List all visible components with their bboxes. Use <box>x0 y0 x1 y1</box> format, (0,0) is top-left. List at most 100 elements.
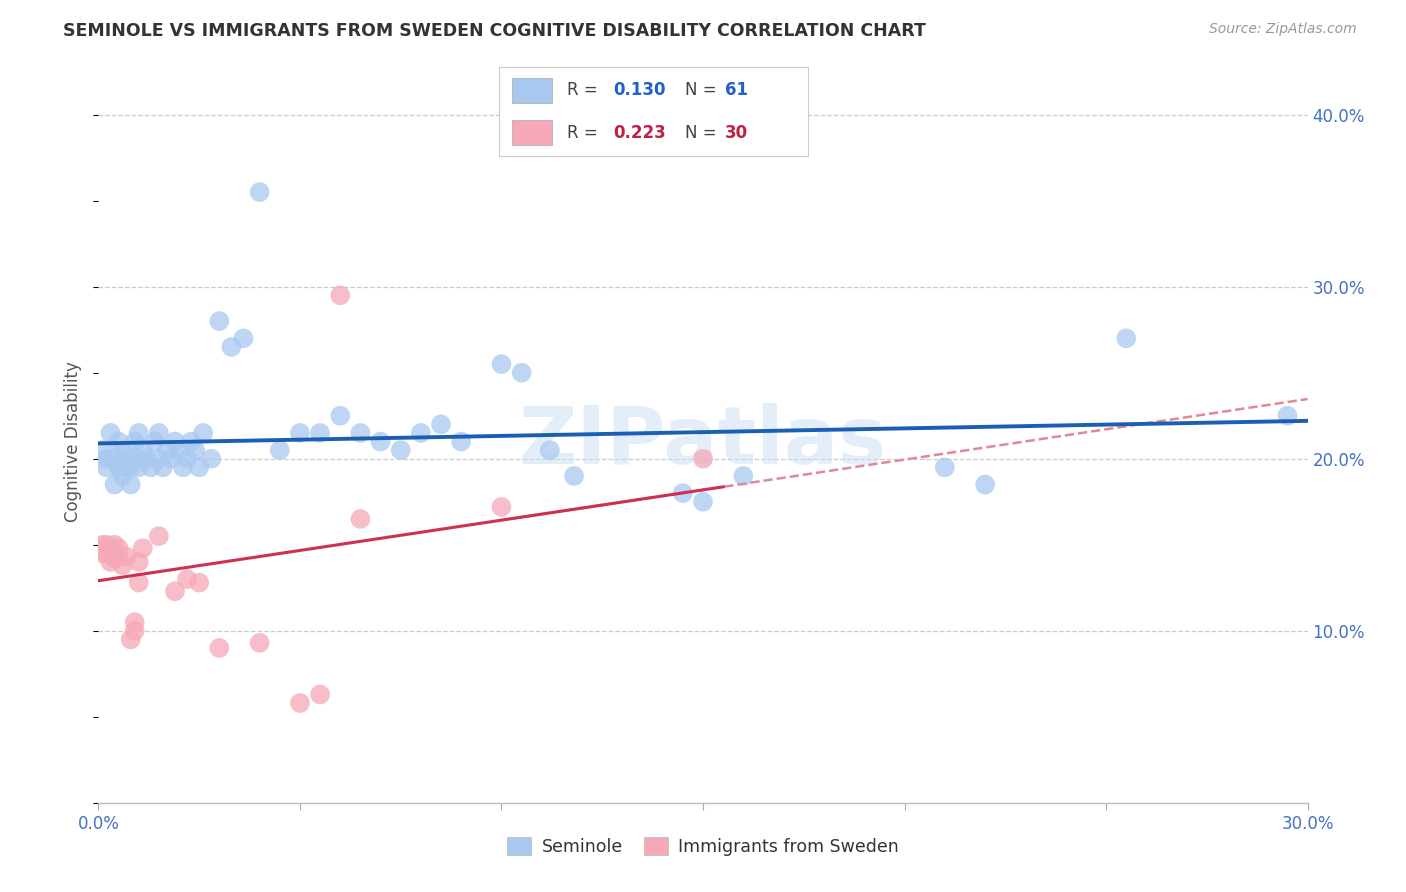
Point <box>132 541 155 556</box>
Point <box>91 546 114 560</box>
Point <box>389 443 412 458</box>
Point <box>288 696 311 710</box>
Point <box>139 460 162 475</box>
Point <box>148 425 170 440</box>
Point <box>107 549 129 564</box>
Point <box>156 443 179 458</box>
Point <box>148 451 170 466</box>
Point <box>103 451 125 466</box>
Point <box>115 460 138 475</box>
Point <box>132 443 155 458</box>
Point <box>409 425 432 440</box>
Point <box>692 494 714 508</box>
Point <box>107 434 129 449</box>
Point <box>96 538 118 552</box>
Point <box>124 624 146 638</box>
Point <box>249 636 271 650</box>
Point <box>107 460 129 475</box>
Point <box>176 451 198 466</box>
Point <box>160 451 183 466</box>
Point <box>692 451 714 466</box>
Text: N =: N = <box>685 81 721 99</box>
Text: R =: R = <box>567 124 603 142</box>
Text: 0.223: 0.223 <box>613 124 666 142</box>
Point <box>1277 409 1299 423</box>
Point <box>100 555 122 569</box>
Point <box>370 434 392 449</box>
Text: N =: N = <box>685 124 721 142</box>
Y-axis label: Cognitive Disability: Cognitive Disability <box>65 361 83 522</box>
Text: Source: ZipAtlas.com: Source: ZipAtlas.com <box>1209 22 1357 37</box>
Point <box>208 640 231 655</box>
Point <box>510 366 533 380</box>
Point <box>96 460 118 475</box>
Point <box>111 443 134 458</box>
Point <box>491 500 513 514</box>
Point <box>120 632 142 647</box>
Point <box>288 425 311 440</box>
Point <box>111 558 134 573</box>
Point <box>208 314 231 328</box>
Point <box>124 615 146 630</box>
FancyBboxPatch shape <box>512 120 551 145</box>
Point <box>103 551 125 566</box>
Point <box>91 538 114 552</box>
Point <box>128 425 150 440</box>
Point <box>120 477 142 491</box>
Point <box>120 460 142 475</box>
Text: 61: 61 <box>725 81 748 99</box>
Point <box>974 477 997 491</box>
Point <box>128 575 150 590</box>
Point <box>184 443 207 458</box>
Point <box>103 538 125 552</box>
Text: SEMINOLE VS IMMIGRANTS FROM SWEDEN COGNITIVE DISABILITY CORRELATION CHART: SEMINOLE VS IMMIGRANTS FROM SWEDEN COGNI… <box>63 22 927 40</box>
Point <box>430 417 453 432</box>
Point <box>115 451 138 466</box>
Point <box>152 460 174 475</box>
Point <box>188 460 211 475</box>
Point <box>329 288 352 302</box>
Point <box>934 460 956 475</box>
Point <box>538 443 561 458</box>
Point <box>124 451 146 466</box>
FancyBboxPatch shape <box>512 78 551 103</box>
Text: 0.130: 0.130 <box>613 81 666 99</box>
Point <box>107 541 129 556</box>
Point <box>562 469 585 483</box>
Point <box>111 469 134 483</box>
Point <box>128 555 150 569</box>
Point <box>450 434 472 449</box>
Point <box>100 425 122 440</box>
Point <box>96 451 118 466</box>
Point <box>172 460 194 475</box>
Point <box>309 425 332 440</box>
Point <box>135 451 157 466</box>
Point <box>249 185 271 199</box>
Point <box>309 687 332 701</box>
Point <box>124 434 146 449</box>
Point <box>163 434 186 449</box>
Point <box>143 434 166 449</box>
Point <box>96 546 118 560</box>
Point <box>148 529 170 543</box>
Legend: Seminole, Immigrants from Sweden: Seminole, Immigrants from Sweden <box>501 830 905 863</box>
Text: ZIPatlas: ZIPatlas <box>519 402 887 481</box>
Point <box>176 572 198 586</box>
Point <box>167 443 190 458</box>
Point <box>672 486 695 500</box>
Point <box>1115 331 1137 345</box>
Point <box>180 434 202 449</box>
Point <box>200 451 222 466</box>
Point <box>733 469 755 483</box>
Point <box>193 425 215 440</box>
Point <box>349 425 371 440</box>
Text: R =: R = <box>567 81 603 99</box>
Point <box>103 477 125 491</box>
Point <box>491 357 513 371</box>
Point <box>221 340 243 354</box>
Point <box>128 460 150 475</box>
Point <box>232 331 254 345</box>
Point <box>329 409 352 423</box>
Point <box>91 443 114 458</box>
Point <box>115 549 138 564</box>
